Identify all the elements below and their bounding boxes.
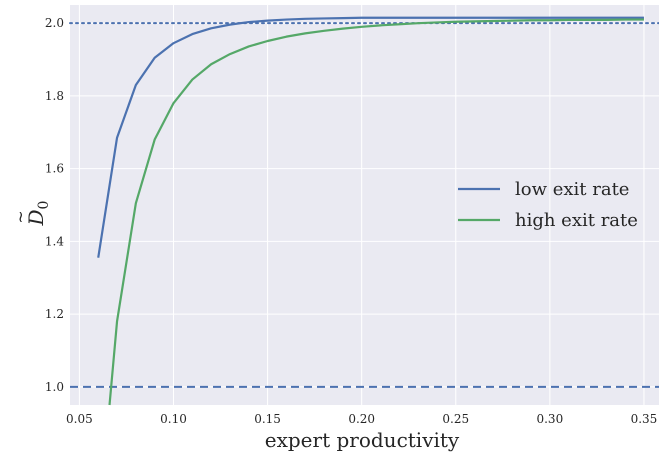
y-axis: 1.0 1.2 1.4 1.6 1.8 2.0: [45, 16, 64, 394]
y-tick-label: 1.6: [45, 162, 64, 176]
series-line-high-exit-rate: [108, 18, 644, 406]
y-tick-label: 1.2: [45, 307, 64, 321]
reference-lines: [69, 22, 659, 388]
series-layer: [97, 16, 644, 406]
x-tick-label: 0.20: [348, 412, 375, 426]
svg-text:D0: D0: [24, 201, 52, 227]
x-axis: 0.05 0.10 0.15 0.20 0.25 0.30 0.35: [66, 412, 657, 426]
x-tick-label: 0.25: [442, 412, 469, 426]
x-tick-label: 0.35: [631, 412, 658, 426]
y-axis-label-main: D: [24, 209, 48, 226]
legend: low exit rate high exit rate: [458, 179, 638, 231]
plot-area: [70, 5, 659, 405]
y-axis-label-accent: ~: [11, 210, 30, 223]
y-tick-label: 1.8: [45, 89, 64, 103]
x-tick-label: 0.30: [536, 412, 563, 426]
x-tick-label: 0.15: [254, 412, 281, 426]
y-axis-label-sub: 0: [36, 201, 52, 210]
legend-label: high exit rate: [515, 210, 638, 231]
x-tick-label: 0.05: [66, 412, 93, 426]
series-line-low-exit-rate: [97, 16, 644, 258]
x-tick-label: 0.10: [160, 412, 187, 426]
legend-label: low exit rate: [515, 179, 629, 200]
x-axis-label: expert productivity: [265, 428, 460, 452]
y-axis-label: D0 ~: [11, 201, 52, 227]
y-tick-label: 1.0: [45, 380, 64, 394]
y-tick-label: 2.0: [45, 16, 64, 30]
y-tick-label: 1.4: [45, 234, 64, 248]
